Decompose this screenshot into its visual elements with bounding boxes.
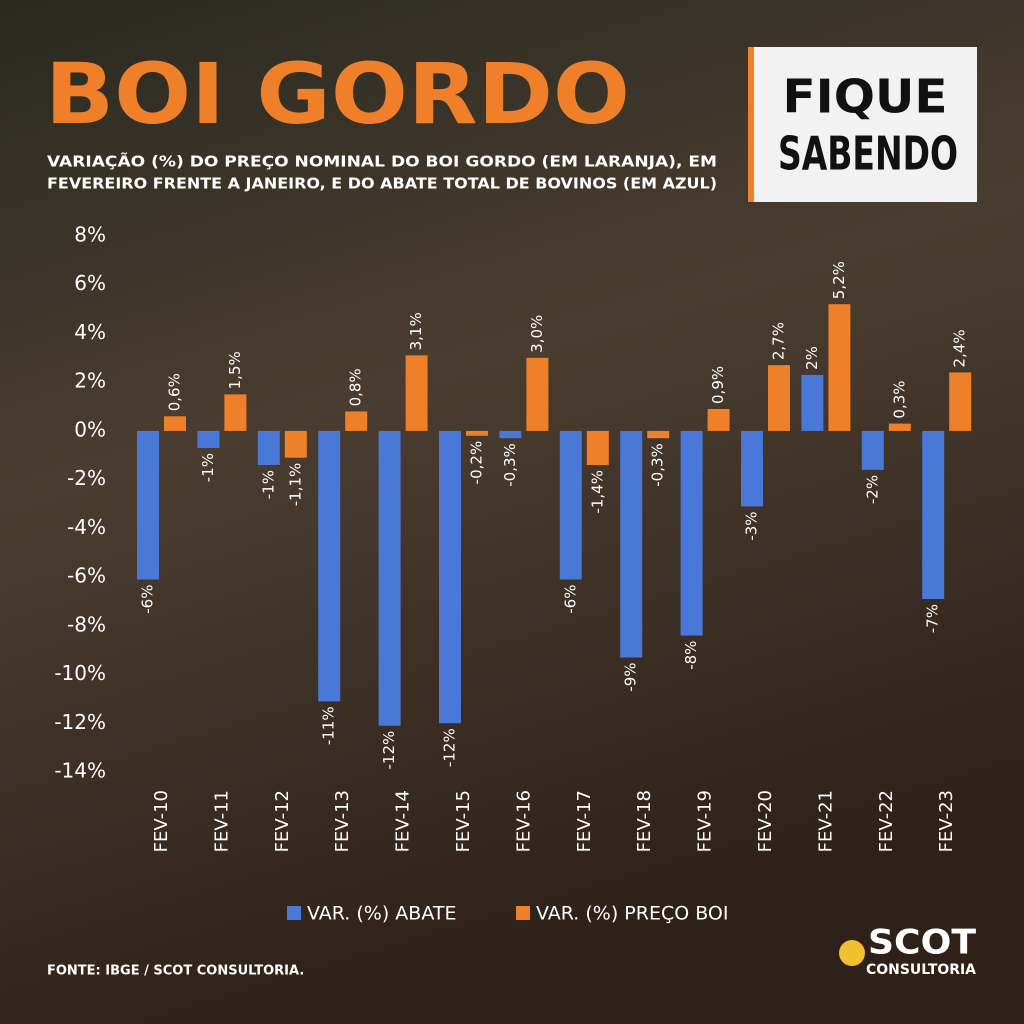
- value-label: -11%: [320, 706, 338, 745]
- bar: [801, 374, 824, 431]
- value-label: -1,4%: [588, 470, 606, 514]
- value-label: -0,3%: [501, 443, 519, 487]
- value-label: 2,4%: [951, 329, 969, 367]
- bar: [345, 411, 368, 431]
- bar: [741, 430, 763, 507]
- value-label: -8%: [682, 641, 700, 670]
- value-label: 2,7%: [770, 322, 788, 360]
- bar: [526, 357, 549, 431]
- value-label: 0,3%: [890, 380, 908, 418]
- x-tick-label: FEV-17: [574, 790, 595, 852]
- bar: [378, 430, 401, 726]
- bar: [405, 355, 428, 431]
- y-tick-label: -2%: [67, 466, 106, 490]
- bar: [257, 430, 280, 466]
- bar: [137, 430, 159, 580]
- y-tick-label: -6%: [67, 564, 106, 588]
- x-tick-label: FEV-15: [453, 790, 474, 852]
- bar: [828, 304, 851, 431]
- legend-swatch: [287, 906, 301, 920]
- value-label: -1%: [199, 453, 217, 482]
- value-label: 3,0%: [528, 315, 546, 353]
- value-label: 2%: [803, 346, 821, 370]
- value-label: -12%: [441, 728, 459, 767]
- title: BOI GORDO: [45, 45, 630, 143]
- bar: [197, 430, 220, 448]
- y-tick-label: -10%: [54, 661, 106, 685]
- bar: [499, 430, 522, 439]
- value-label: -0,2%: [468, 441, 486, 485]
- bar: [284, 430, 307, 458]
- bar: [888, 423, 911, 431]
- value-label: -6%: [561, 585, 579, 614]
- bar: [680, 430, 703, 636]
- value-label: -6%: [139, 585, 157, 614]
- value-label: 0,8%: [347, 368, 365, 406]
- value-label: 5,2%: [830, 261, 848, 299]
- y-tick-label: -4%: [67, 515, 106, 539]
- bar: [318, 430, 341, 702]
- x-tick-label: FEV-22: [876, 790, 897, 852]
- value-label: -1,1%: [286, 463, 304, 507]
- badge-text: SABENDO: [778, 127, 958, 181]
- bar: [224, 394, 247, 431]
- value-label: 0,6%: [166, 373, 184, 411]
- value-label: 1,5%: [226, 351, 244, 389]
- value-label: 0,9%: [709, 366, 727, 404]
- badge-box: [748, 47, 977, 202]
- bar: [439, 430, 461, 724]
- bar: [647, 430, 670, 439]
- bar: [768, 365, 790, 431]
- y-tick-label: 0%: [74, 417, 106, 441]
- y-tick-label: 6%: [74, 271, 106, 295]
- bar: [861, 430, 884, 470]
- badge-accent: [748, 47, 754, 202]
- subtitle: FEVEREIRO FRENTE A JANEIRO, E DO ABATE T…: [47, 175, 717, 193]
- x-tick-label: FEV-11: [211, 790, 232, 852]
- source: FONTE: IBGE / SCOT CONSULTORIA.: [47, 964, 304, 979]
- legend-label: VAR. (%) ABATE: [307, 903, 456, 925]
- x-tick-label: FEV-20: [755, 790, 776, 852]
- logo-subtext: CONSULTORIA: [866, 962, 976, 978]
- value-label: -0,3%: [649, 443, 667, 487]
- logo-text: SCOT: [868, 923, 977, 963]
- bar: [559, 430, 582, 580]
- legend-label: VAR. (%) PREÇO BOI: [536, 903, 729, 925]
- value-label: -2%: [863, 475, 881, 504]
- bar: [949, 372, 972, 431]
- x-tick-label: FEV-14: [393, 790, 414, 852]
- y-tick-label: 2%: [74, 369, 106, 393]
- value-label: -9%: [622, 662, 640, 691]
- legend-swatch: [516, 906, 530, 920]
- bar: [466, 430, 488, 436]
- value-label: -7%: [924, 604, 942, 633]
- subtitle: VARIAÇÃO (%) DO PREÇO NOMINAL DO BOI GOR…: [47, 152, 717, 171]
- bar: [707, 408, 730, 431]
- bar: [164, 416, 186, 431]
- x-tick-label: FEV-12: [272, 790, 293, 852]
- x-tick-label: FEV-10: [151, 790, 172, 852]
- y-tick-label: -12%: [54, 710, 106, 734]
- x-tick-label: FEV-23: [936, 790, 957, 852]
- y-tick-label: -14%: [54, 759, 106, 783]
- value-label: 3,1%: [407, 312, 425, 350]
- bar: [586, 430, 609, 466]
- x-tick-label: FEV-21: [815, 790, 836, 852]
- x-tick-label: FEV-16: [513, 790, 534, 852]
- y-tick-label: -8%: [67, 612, 106, 636]
- y-tick-label: 8%: [74, 223, 106, 247]
- badge-text: FIQUE: [783, 70, 948, 124]
- logo-icon: [839, 940, 865, 966]
- value-label: -3%: [743, 511, 761, 540]
- bar: [620, 430, 643, 658]
- x-tick-label: FEV-19: [695, 790, 716, 852]
- x-tick-label: FEV-18: [634, 790, 655, 852]
- bar: [922, 430, 945, 600]
- x-tick-label: FEV-13: [332, 790, 353, 852]
- y-tick-label: 4%: [74, 320, 106, 344]
- value-label: -12%: [380, 731, 398, 770]
- value-label: -1%: [259, 470, 277, 499]
